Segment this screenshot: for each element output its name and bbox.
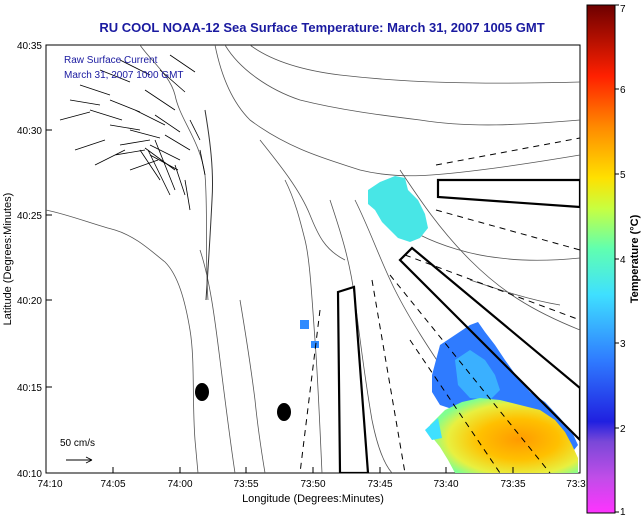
- x-tick-label: 73:35: [500, 479, 525, 490]
- y-tick-label: 40:35: [17, 41, 42, 52]
- y-tick-labels: 40:35 40:30 40:25 40:20 40:15 40:10: [17, 41, 42, 480]
- sst-patch-small-2: [311, 341, 319, 348]
- sst-patch-small-1: [300, 320, 309, 329]
- x-tick-label: 74:05: [100, 479, 125, 490]
- x-axis-label: Longitude (Degrees:Minutes): [242, 493, 384, 505]
- x-tick-label: 74:10: [37, 479, 62, 490]
- radar-site-1: [195, 383, 209, 401]
- scale-label: 50 cm/s: [60, 438, 95, 449]
- x-tick-label: 73:50: [300, 479, 325, 490]
- current-vectors: [59, 54, 206, 211]
- colorbar-tick-labels: 7 6 5 4 3 2 1: [620, 4, 626, 518]
- colorbar-label: Temperature (°C): [629, 214, 641, 303]
- colorbar: [586, 4, 616, 514]
- colorbar-tick-label: 2: [620, 424, 626, 435]
- radar-sector-boxes: [336, 178, 580, 473]
- colorbar-tick-label: 4: [620, 255, 626, 266]
- map-title: RU COOL NOAA-12 Sea Surface Temperature:…: [99, 20, 544, 35]
- scale-arrow: [66, 456, 93, 464]
- y-axis-label: Latitude (Degrees:Minutes): [2, 193, 14, 326]
- colorbar-tick-label: 5: [620, 170, 626, 181]
- x-tick-label: 73:40: [433, 479, 458, 490]
- x-tick-label: 73:55: [233, 479, 258, 490]
- x-tick-labels: 74:10 74:05 74:00 73:55 73:50 73:45 73:4…: [37, 479, 586, 490]
- y-tick-label: 40:25: [17, 211, 42, 222]
- colorbar-tick-label: 6: [620, 85, 626, 96]
- axis-tick-marks: [45, 44, 514, 474]
- x-tick-label: 74:00: [167, 479, 192, 490]
- sst-patches: [300, 176, 578, 473]
- y-tick-label: 40:15: [17, 383, 42, 394]
- inset-line-1: Raw Surface Current: [64, 55, 158, 66]
- sst-patch-ring: [368, 176, 428, 242]
- radar-site-2: [277, 403, 291, 421]
- x-tick-label: 73:3: [566, 479, 586, 490]
- radar-beam-lines: [299, 137, 580, 473]
- inset-line-2: March 31, 2007 1000 GMT: [64, 70, 184, 81]
- y-tick-label: 40:10: [17, 469, 42, 480]
- colorbar-tick-marks: [615, 4, 619, 513]
- x-tick-label: 73:45: [367, 479, 392, 490]
- sandy-hook-coast: [204, 109, 214, 301]
- sst-patch-warm-edge: [425, 418, 442, 440]
- colorbar-tick-label: 7: [620, 4, 626, 15]
- y-tick-label: 40:20: [17, 296, 42, 307]
- colorbar-tick-label: 1: [620, 507, 626, 518]
- colorbar-tick-label: 3: [620, 339, 626, 350]
- sst-patch-blue-light: [455, 350, 500, 400]
- y-tick-label: 40:30: [17, 126, 42, 137]
- sst-patch-warm: [430, 398, 578, 473]
